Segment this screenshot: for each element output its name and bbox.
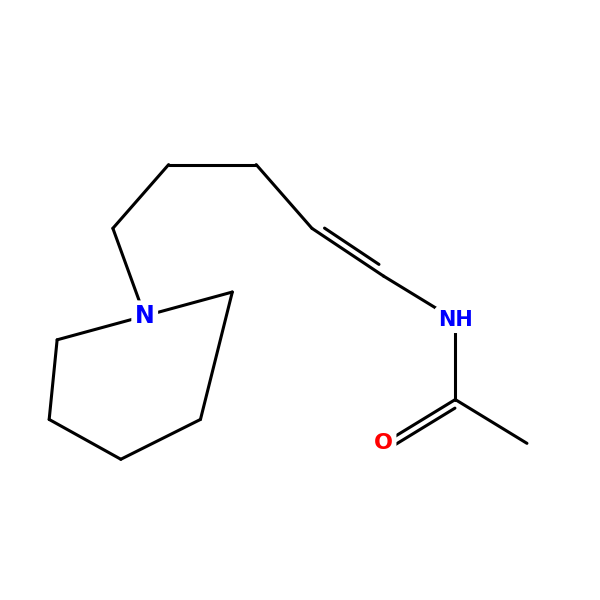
Text: O: O bbox=[374, 433, 393, 454]
Text: NH: NH bbox=[438, 310, 473, 330]
Text: N: N bbox=[135, 304, 155, 328]
